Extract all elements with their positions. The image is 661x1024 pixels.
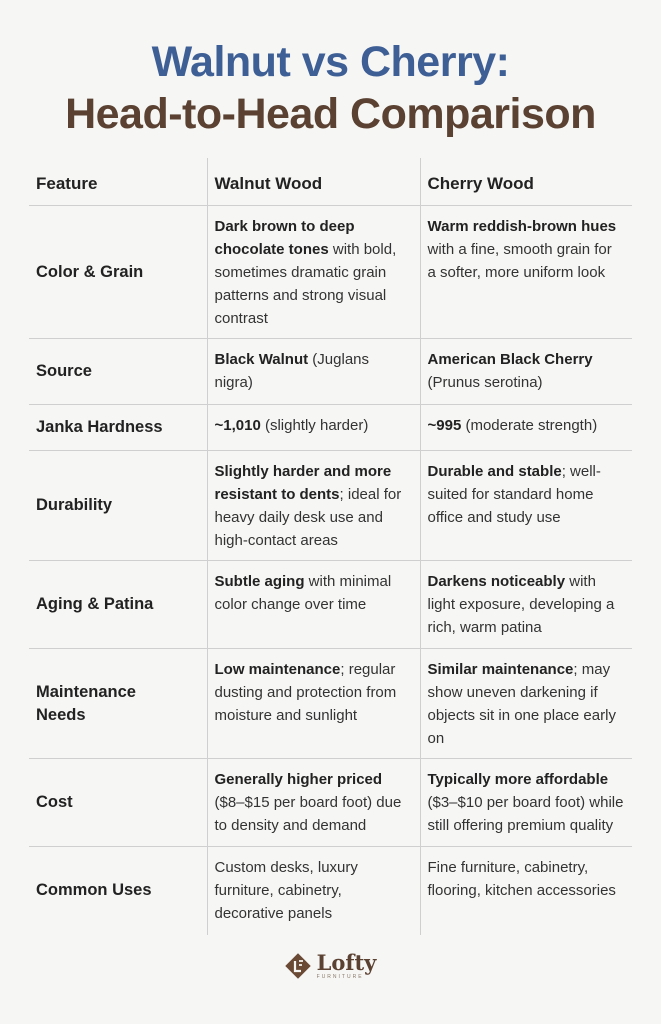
walnut-cell-highlight: Dark brown to deep chocolate tones	[214, 218, 355, 258]
page-title: Walnut vs Cherry: Head-to-Head Compariso…	[0, 36, 661, 140]
walnut-cell: Black Walnut (Juglans nigra)	[206, 338, 420, 405]
table-row: Source Black Walnut (Juglans nigra) Americ…	[29, 338, 632, 405]
cherry-cell-text: (moderate strength)	[461, 417, 598, 434]
walnut-cell: Dark brown to deep chocolate tones with …	[206, 205, 420, 339]
feature-cell: Durability	[29, 450, 207, 561]
table-row: Common Uses Custom desks, luxury furnitur…	[29, 846, 632, 935]
walnut-cell-highlight: Slightly harder and more resistant to de…	[214, 463, 392, 503]
header-feature: Feature	[29, 158, 207, 206]
lofty-diamond-logo-icon	[284, 953, 311, 979]
walnut-cell: Generally higher priced ($8–$15 per boar…	[206, 758, 420, 847]
cherry-cell: Typically more affordable ($3–$10 per bo…	[419, 758, 632, 847]
walnut-cell-highlight: Generally higher priced	[214, 771, 383, 788]
brand-logo: Lofty FURNITURE	[0, 952, 661, 984]
logo-subtitle: FURNITURE	[316, 974, 364, 980]
cherry-cell-highlight: Darkens noticeably	[427, 573, 566, 590]
cherry-cell-text: ($3–$10 per board foot) while still offe…	[427, 794, 624, 834]
cherry-cell: Warm reddish-brown hues with a fine, smo…	[419, 205, 632, 339]
cherry-cell-highlight: Typically more affordable	[427, 771, 609, 788]
table-row: Cost Generally higher priced ($8–$15 per …	[29, 758, 632, 847]
logo-wordmark: Lofty	[316, 950, 377, 975]
cherry-cell: Fine furniture, cabinetry, flooring, kit…	[419, 846, 632, 935]
feature-cell: Color & Grain	[29, 205, 207, 339]
cherry-cell-text: with a fine, smooth grain for a softer, …	[427, 241, 612, 281]
walnut-cell-text: ; regular dusting and protection from mo…	[214, 661, 397, 724]
feature-cell: Maintenance Needs	[29, 648, 207, 759]
cherry-cell-highlight: Similar maintenance	[427, 661, 574, 678]
table-row: Color & Grain Dark brown to deep chocolat…	[29, 205, 632, 339]
walnut-cell: ~1,010 (slightly harder)	[206, 404, 420, 451]
walnut-cell: Subtle aging with minimal color change o…	[206, 560, 420, 649]
walnut-cell-text: with bold, sometimes dramatic grain patt…	[214, 241, 397, 327]
title-line-2: Head-to-Head Comparison	[65, 90, 596, 138]
comparison-table: Feature Walnut Wood Cherry Wood Color & …	[29, 158, 632, 935]
header-cherry: Cherry Wood	[419, 158, 632, 206]
cherry-cell-highlight: Warm reddish-brown hues	[427, 218, 617, 235]
cherry-cell-text: ; well-suited for standard home office a…	[427, 463, 601, 526]
table-row: Aging & Patina Subtle aging with minimal …	[29, 560, 632, 649]
walnut-cell-highlight: Subtle aging	[214, 573, 305, 590]
walnut-cell-text: (slightly harder)	[260, 417, 369, 434]
walnut-cell-text: ($8–$15 per board foot) due to density a…	[214, 794, 402, 834]
cherry-cell-text: Fine furniture, cabinetry, flooring, kit…	[427, 859, 616, 899]
cherry-cell-highlight: Durable and stable	[427, 463, 562, 480]
feature-cell: Cost	[29, 758, 207, 847]
table-row: Durability Slightly harder and more resis…	[29, 450, 632, 561]
cherry-cell: Darkens noticeably with light exposure, …	[419, 560, 632, 649]
cherry-cell: Similar maintenance; may show uneven dar…	[419, 648, 632, 759]
cherry-cell-text: with light exposure, developing a rich, …	[427, 573, 615, 636]
cherry-cell-text: (Prunus serotina)	[427, 374, 543, 391]
cherry-cell-highlight: ~995	[427, 417, 462, 434]
cherry-cell: ~995 (moderate strength)	[419, 404, 632, 451]
table-row: Maintenance Needs Low maintenance; regula…	[29, 648, 632, 759]
header-walnut: Walnut Wood	[206, 158, 420, 206]
feature-cell: Janka Hardness	[29, 404, 207, 451]
walnut-cell-highlight: Low maintenance	[214, 661, 341, 678]
walnut-cell-highlight: ~1,010	[214, 417, 261, 434]
feature-cell: Common Uses	[36, 881, 152, 900]
feature-cell: Aging & Patina	[29, 560, 207, 649]
cherry-cell-text: ; may show uneven darkening if objects s…	[427, 661, 616, 747]
cherry-cell: Durable and stable; well-suited for stan…	[419, 450, 632, 561]
walnut-cell-text: ; ideal for heavy daily desk use and hig…	[214, 486, 402, 549]
walnut-cell: Low maintenance; regular dusting and pro…	[206, 648, 420, 759]
cherry-cell-highlight: American Black Cherry	[427, 351, 593, 368]
cherry-cell: American Black Cherry (Prunus serotina)	[419, 338, 632, 405]
walnut-cell-text: with minimal color change over time	[214, 573, 392, 613]
table-row: Janka Hardness ~1,010 (slightly harder) ~9…	[29, 404, 632, 451]
walnut-cell-text: (Juglans nigra)	[214, 351, 370, 391]
feature-cell: Source	[29, 338, 207, 405]
title-line-1: Walnut vs Cherry:	[151, 38, 510, 86]
walnut-cell-highlight: Black Walnut	[214, 351, 309, 368]
table-header-row: Feature Walnut Wood Cherry Wood	[29, 158, 632, 206]
walnut-cell-text: Custom desks, luxury furniture, cabinetr…	[214, 859, 358, 922]
walnut-cell: Slightly harder and more resistant to de…	[206, 450, 420, 561]
walnut-cell: Custom desks, luxury furniture, cabinetr…	[206, 846, 420, 935]
